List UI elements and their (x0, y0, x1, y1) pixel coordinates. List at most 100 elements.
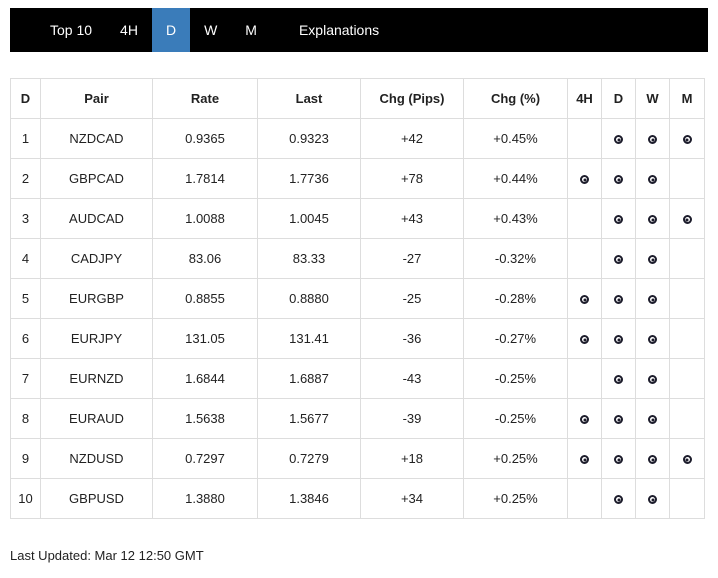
rank-cell: 5 (10, 278, 41, 319)
target-icon (648, 295, 657, 305)
pair-cell: NZDCAD (40, 118, 153, 159)
target-icon (580, 455, 589, 465)
chg-pct-cell: +0.44% (463, 158, 568, 199)
target-icon (648, 175, 657, 185)
signal-cell-w (635, 158, 670, 199)
signal-cell-4h (567, 278, 602, 319)
header-last: Last (257, 78, 361, 119)
top-navbar: Top 10 4H D W M Explanations (10, 8, 708, 52)
target-icon (682, 215, 692, 225)
signal-cell-m (669, 398, 705, 439)
chg-pct-cell: -0.25% (463, 358, 568, 399)
signal-cell-d (601, 198, 636, 239)
chg-pips-cell: +18 (360, 438, 464, 479)
pair-cell: EURJPY (40, 318, 153, 359)
signal-cell-d (601, 278, 636, 319)
rank-cell: 2 (10, 158, 41, 199)
signal-cell-m (669, 358, 705, 399)
target-icon (648, 495, 657, 505)
chg-pct-cell: -0.25% (463, 398, 568, 439)
rate-cell: 131.05 (152, 318, 258, 359)
chg-pips-cell: -39 (360, 398, 464, 439)
target-icon (614, 135, 623, 145)
rate-cell: 1.6844 (152, 358, 258, 399)
signal-cell-4h (567, 118, 602, 159)
target-icon (648, 375, 657, 385)
last-cell: 0.9323 (257, 118, 361, 159)
rank-cell: 10 (10, 478, 41, 519)
signal-cell-m (669, 238, 705, 279)
signal-cell-m (669, 158, 705, 199)
signal-cell-4h (567, 238, 602, 279)
signal-cell-4h (567, 198, 602, 239)
target-icon (648, 215, 657, 225)
signal-cell-w (635, 198, 670, 239)
target-icon (648, 415, 657, 425)
target-icon (614, 375, 623, 385)
chg-pips-cell: -43 (360, 358, 464, 399)
signal-cell-d (601, 118, 636, 159)
signal-cell-4h (567, 478, 602, 519)
target-icon (580, 415, 589, 425)
table-row: 2 GBPCAD 1.7814 1.7736 +78 +0.44% (10, 158, 705, 199)
table-row: 10 GBPUSD 1.3880 1.3846 +34 +0.25% (10, 478, 705, 519)
pair-cell: NZDUSD (40, 438, 153, 479)
target-icon (614, 495, 623, 505)
target-icon (614, 175, 623, 185)
header-chg-pips: Chg (Pips) (360, 78, 464, 119)
nav-tab-d[interactable]: D (151, 8, 191, 52)
rate-cell: 0.7297 (152, 438, 258, 479)
target-icon (614, 335, 623, 345)
signal-cell-m (669, 118, 705, 159)
rate-cell: 1.0088 (152, 198, 258, 239)
signal-cell-w (635, 478, 670, 519)
rank-cell: 6 (10, 318, 41, 359)
nav-tab-m[interactable]: M (245, 22, 257, 38)
last-updated-text: Last Updated: Mar 12 12:50 GMT (10, 548, 204, 563)
table-header-row: D Pair Rate Last Chg (Pips) Chg (%) 4H D… (10, 78, 705, 119)
header-pair: Pair (40, 78, 153, 119)
signal-cell-w (635, 278, 670, 319)
signal-cell-d (601, 238, 636, 279)
chg-pips-cell: +34 (360, 478, 464, 519)
chg-pct-cell: +0.45% (463, 118, 568, 159)
last-cell: 1.6887 (257, 358, 361, 399)
signal-cell-m (669, 318, 705, 359)
target-icon (580, 295, 589, 305)
signal-cell-d (601, 478, 636, 519)
nav-tab-w[interactable]: W (204, 22, 218, 38)
signal-cell-m (669, 278, 705, 319)
pair-cell: GBPUSD (40, 478, 153, 519)
table-row: 3 AUDCAD 1.0088 1.0045 +43 +0.43% (10, 198, 705, 239)
pair-cell: EURAUD (40, 398, 153, 439)
table-row: 1 NZDCAD 0.9365 0.9323 +42 +0.45% (10, 118, 705, 159)
chg-pips-cell: +43 (360, 198, 464, 239)
rank-cell: 9 (10, 438, 41, 479)
chg-pips-cell: -25 (360, 278, 464, 319)
rank-cell: 3 (10, 198, 41, 239)
rate-cell: 0.8855 (152, 278, 258, 319)
rank-cell: 8 (10, 398, 41, 439)
signal-cell-4h (567, 158, 602, 199)
target-icon (614, 255, 623, 265)
target-icon (682, 455, 692, 465)
signal-cell-4h (567, 438, 602, 479)
signal-cell-d (601, 358, 636, 399)
signal-cell-w (635, 438, 670, 479)
table-row: 5 EURGBP 0.8855 0.8880 -25 -0.28% (10, 278, 705, 319)
target-icon (614, 295, 623, 305)
target-icon (682, 135, 692, 145)
nav-tab-top10[interactable]: Top 10 (50, 22, 93, 38)
top10-rates-table: D Pair Rate Last Chg (Pips) Chg (%) 4H D… (10, 78, 705, 519)
rank-cell: 4 (10, 238, 41, 279)
rate-cell: 1.5638 (152, 398, 258, 439)
header-d: D (601, 78, 636, 119)
signal-cell-m (669, 478, 705, 519)
target-icon (648, 255, 657, 265)
nav-tab-explanations[interactable]: Explanations (298, 22, 380, 38)
last-cell: 83.33 (257, 238, 361, 279)
signal-cell-d (601, 398, 636, 439)
nav-tab-4h[interactable]: 4H (120, 22, 138, 38)
last-cell: 1.7736 (257, 158, 361, 199)
last-cell: 1.5677 (257, 398, 361, 439)
